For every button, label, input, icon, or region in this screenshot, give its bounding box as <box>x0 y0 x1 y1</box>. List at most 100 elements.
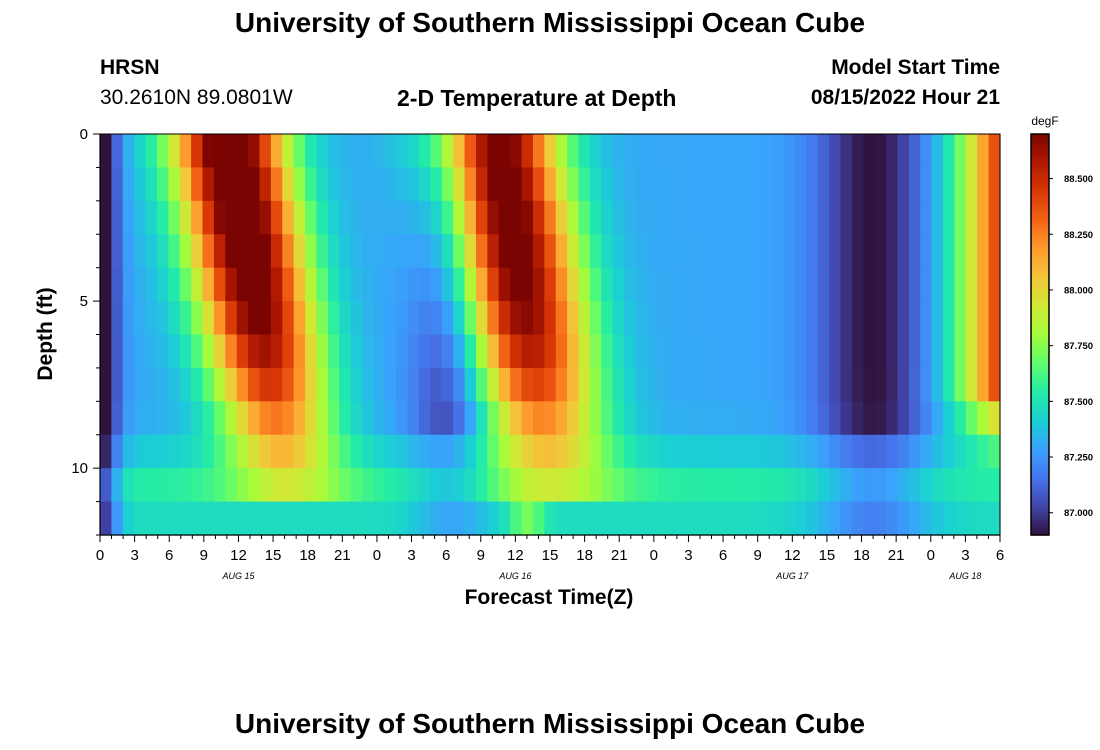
heatmap-cell <box>213 167 226 202</box>
heatmap-cell <box>350 167 363 202</box>
heatmap-cell <box>179 401 192 436</box>
heatmap-cell <box>612 167 625 202</box>
heatmap-cell <box>521 301 534 336</box>
heatmap-cell <box>270 200 283 235</box>
heatmap-cell <box>589 200 602 235</box>
heatmap-cell <box>544 167 557 202</box>
heatmap-cell <box>908 367 921 402</box>
heatmap-cell <box>829 167 842 202</box>
heatmap-cell <box>248 501 261 536</box>
colorbar-swatch <box>1031 531 1049 536</box>
heatmap-cell <box>111 267 124 302</box>
heatmap-cell <box>567 468 580 503</box>
colorbar-swatch <box>1031 344 1049 349</box>
heatmap-cell <box>464 167 477 202</box>
heatmap-cell <box>578 367 591 402</box>
y-tick-label: 10 <box>71 460 88 477</box>
heatmap-cell <box>430 200 443 235</box>
heatmap-cell <box>407 200 420 235</box>
heatmap-cell <box>293 234 306 269</box>
heatmap-cell <box>589 234 602 269</box>
heatmap-cell <box>270 434 283 469</box>
y-axis-label: Depth (ft) <box>34 287 57 380</box>
colorbar-swatch <box>1031 461 1049 466</box>
heatmap-cell <box>589 367 602 402</box>
colorbar-swatch <box>1031 448 1049 453</box>
heatmap-cell <box>270 167 283 202</box>
heatmap-cell <box>669 434 682 469</box>
colorbar-swatch <box>1031 354 1049 359</box>
heatmap-cell <box>874 401 887 436</box>
heatmap-cell <box>760 134 773 169</box>
heatmap-cell <box>453 334 466 369</box>
heatmap-cell <box>886 501 899 536</box>
heatmap-cell <box>681 334 693 369</box>
heatmap-cell <box>703 200 716 235</box>
heatmap-cell <box>897 200 910 235</box>
heatmap-cell <box>783 367 796 402</box>
heatmap-cell <box>236 501 249 536</box>
heatmap-cell <box>191 468 204 503</box>
heatmap-cell <box>567 401 580 436</box>
heatmap-cell <box>134 301 147 336</box>
heatmap-cell <box>248 267 261 302</box>
heatmap-cell <box>954 167 967 202</box>
heatmap-cell <box>521 468 534 503</box>
heatmap-cell <box>988 200 1001 235</box>
heatmap-cell <box>567 167 580 202</box>
heatmap-cell <box>715 401 728 436</box>
heatmap-cell <box>111 334 124 369</box>
heatmap-cell <box>954 234 967 269</box>
heatmap-cell <box>908 501 921 536</box>
heatmap-cell <box>179 501 192 536</box>
heatmap-cell <box>213 134 226 169</box>
heatmap-cell <box>475 434 488 469</box>
heatmap-cell <box>578 401 591 436</box>
heatmap-cell <box>134 434 147 469</box>
heatmap-cell <box>145 200 158 235</box>
heatmap-cell <box>430 134 443 169</box>
heatmap-cell <box>783 167 796 202</box>
heatmap-cell <box>715 301 728 336</box>
heatmap-cell <box>726 401 739 436</box>
heatmap-cell <box>510 301 523 336</box>
heatmap-cell <box>293 167 306 202</box>
colorbar-swatch <box>1031 267 1049 272</box>
heatmap-cell <box>453 200 466 235</box>
heatmap-cell <box>487 301 500 336</box>
heatmap-cell <box>418 367 431 402</box>
heatmap-cell <box>783 301 796 336</box>
station-name: HRSN <box>100 56 160 79</box>
heatmap-cell <box>316 434 329 469</box>
heatmap-cell <box>350 367 363 402</box>
heatmap-cell <box>635 167 648 202</box>
heatmap-cell <box>954 301 967 336</box>
heatmap-cell <box>874 501 887 536</box>
heatmap-cell <box>794 401 807 436</box>
heatmap-cell <box>681 401 693 436</box>
heatmap-cell <box>532 434 545 469</box>
heatmap-cell <box>760 401 773 436</box>
heatmap-cell <box>931 334 944 369</box>
heatmap-cell <box>145 468 158 503</box>
colorbar-swatch <box>1031 301 1049 306</box>
heatmap-cell <box>270 468 283 503</box>
heatmap-cell <box>863 234 876 269</box>
heatmap-cell <box>555 367 568 402</box>
heatmap-cell <box>612 134 625 169</box>
heatmap-cell <box>225 134 238 169</box>
heatmap-cell <box>122 367 135 402</box>
heatmap-cell <box>134 501 147 536</box>
heatmap-cell <box>726 267 739 302</box>
heatmap-cell <box>350 401 363 436</box>
heatmap-cell <box>635 501 648 536</box>
heatmap-cell <box>362 501 375 536</box>
heatmap-cell <box>179 234 192 269</box>
heatmap-cell <box>931 401 944 436</box>
heatmap-cell <box>726 434 739 469</box>
heatmap-cell <box>669 501 682 536</box>
heatmap-cell <box>829 367 842 402</box>
heatmap-cell <box>703 367 716 402</box>
heatmap-cell <box>418 267 431 302</box>
heatmap-cell <box>829 434 842 469</box>
